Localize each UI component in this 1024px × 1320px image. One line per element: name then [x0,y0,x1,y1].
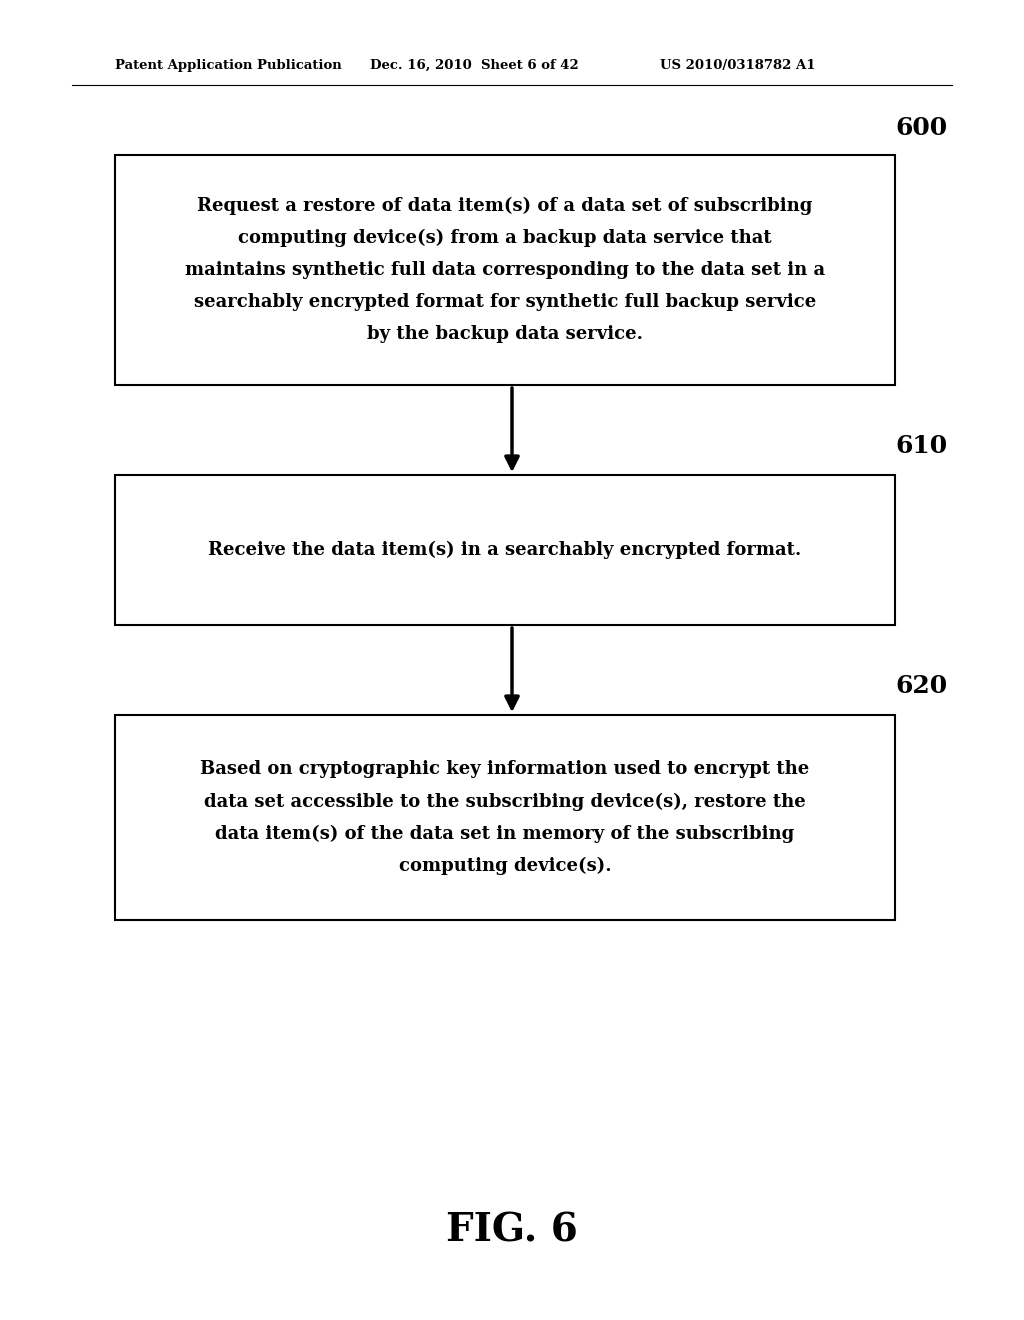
Text: 610: 610 [895,434,947,458]
Text: computing device(s).: computing device(s). [398,857,611,875]
Text: computing device(s) from a backup data service that: computing device(s) from a backup data s… [239,228,772,247]
Text: FIG. 6: FIG. 6 [446,1210,578,1249]
Text: Request a restore of data item(s) of a data set of subscribing: Request a restore of data item(s) of a d… [198,197,813,215]
Bar [115,475,895,624]
Bar [115,715,895,920]
Text: maintains synthetic full data corresponding to the data set in a: maintains synthetic full data correspond… [185,261,825,279]
Text: searchably encrypted format for synthetic full backup service: searchably encrypted format for syntheti… [194,293,816,312]
Text: by the backup data service.: by the backup data service. [367,325,643,343]
Text: Dec. 16, 2010  Sheet 6 of 42: Dec. 16, 2010 Sheet 6 of 42 [370,58,579,71]
Text: data item(s) of the data set in memory of the subscribing: data item(s) of the data set in memory o… [215,825,795,842]
Text: data set accessible to the subscribing device(s), restore the: data set accessible to the subscribing d… [204,792,806,810]
Text: 620: 620 [895,675,947,698]
Text: Receive the data item(s) in a searchably encrypted format.: Receive the data item(s) in a searchably… [208,541,802,560]
Text: US 2010/0318782 A1: US 2010/0318782 A1 [660,58,815,71]
Text: Based on cryptographic key information used to encrypt the: Based on cryptographic key information u… [201,760,810,779]
Text: 600: 600 [895,116,947,140]
Bar [115,154,895,385]
Text: Patent Application Publication: Patent Application Publication [115,58,342,71]
